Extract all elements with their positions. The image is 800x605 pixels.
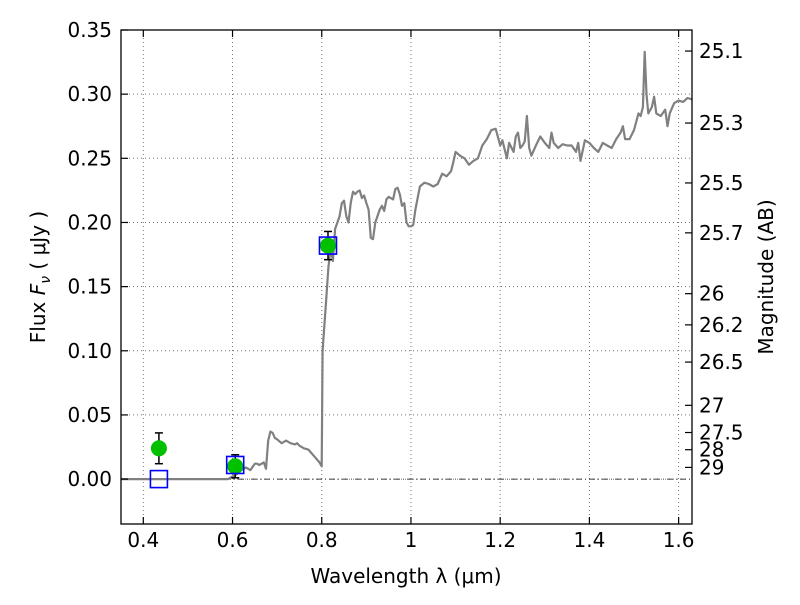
grid-layer	[121, 29, 692, 524]
spectrum-line	[121, 50, 693, 481]
x-tick-label: 0.8	[306, 528, 338, 552]
x-tick-label: 0.4	[127, 528, 159, 552]
y-tick-label: 0.00	[67, 467, 112, 491]
photometry-point	[319, 237, 336, 254]
right-tick-label: 25.5	[699, 171, 744, 195]
data-layer	[121, 50, 693, 489]
tick-layer: 0.4 0.6 0.8 1 1.2 1.4 1.6 0.00 0.05 0.10 0.15 0.20 0…	[67, 18, 743, 552]
right-tick-label: 25.7	[699, 221, 744, 245]
x-tick-label: 1.4	[573, 528, 605, 552]
y-tick-label: 0.30	[67, 82, 112, 106]
y-axis-label-symbol: F	[26, 283, 50, 295]
y-tick-label: 0.25	[67, 146, 112, 170]
x-tick-label: 1.2	[484, 528, 516, 552]
photometry-point	[150, 440, 167, 457]
y-axis-label: Flux Fν ( μJy )	[26, 211, 54, 343]
x-tick-label: 1	[405, 528, 418, 552]
y-axis-label-subscript: ν	[38, 276, 54, 284]
right-tick-label: 29	[699, 455, 724, 479]
model-flux-marker	[318, 236, 338, 255]
y-tick-label: 0.10	[67, 339, 112, 363]
x-axis-label: Wavelength λ (μm)	[310, 564, 501, 588]
plot-area-frame	[120, 29, 693, 525]
model-flux-marker	[149, 469, 169, 489]
right-axis-label: Magnitude (AB)	[754, 199, 778, 354]
right-tick-label: 26	[699, 282, 724, 306]
y-tick-label: 0.05	[67, 403, 112, 427]
x-tick-label: 1.6	[663, 528, 695, 552]
right-tick-label: 27.5	[699, 421, 744, 445]
y-tick-label: 0.35	[67, 18, 112, 42]
right-tick-label: 25.3	[699, 111, 744, 135]
y-tick-label: 0.15	[67, 275, 112, 299]
y-tick-label: 0.20	[67, 210, 112, 234]
x-tick-label: 0.6	[217, 528, 249, 552]
right-tick-label: 27	[699, 393, 724, 417]
photometry-point	[227, 458, 244, 475]
y-axis-label-suffix: ( μJy )	[26, 211, 50, 276]
right-tick-label: 25.1	[699, 39, 744, 63]
model-flux-marker	[225, 455, 245, 475]
right-tick-label: 26.2	[699, 313, 744, 337]
y-axis-label-prefix: Flux	[26, 295, 50, 343]
right-tick-label: 26.5	[699, 350, 744, 374]
right-tick-label: 28	[699, 438, 724, 462]
